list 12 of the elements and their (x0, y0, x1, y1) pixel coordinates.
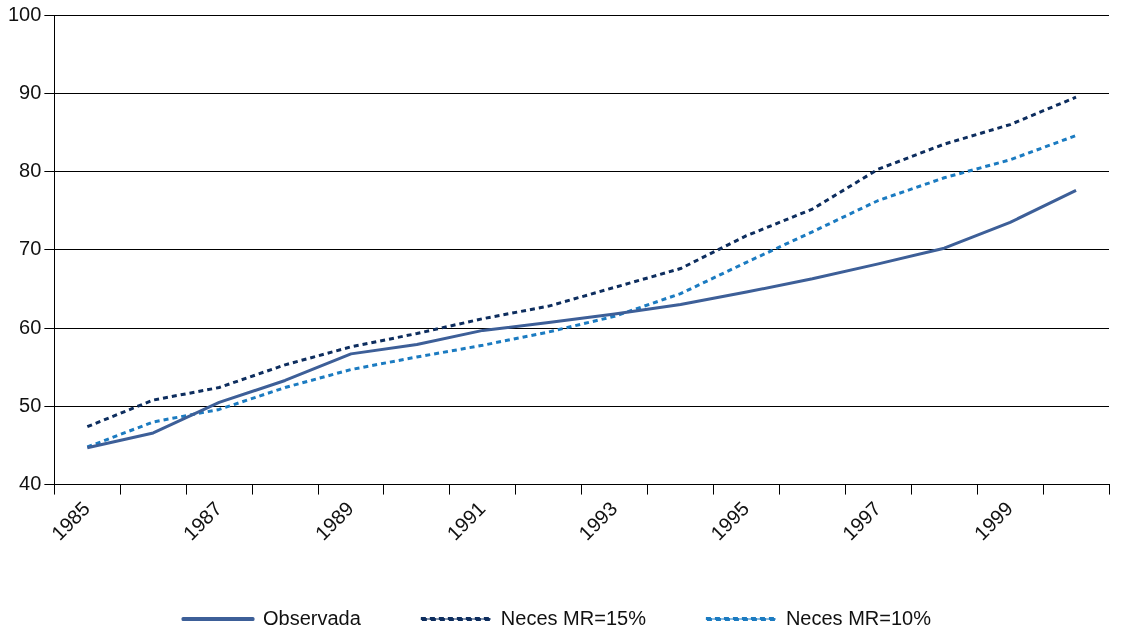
line-series (85, 134, 1078, 449)
y-tick-label: 40 (19, 472, 42, 495)
y-tick-label: 50 (19, 393, 42, 416)
line-series (85, 95, 1078, 429)
legend-label: Observada (263, 606, 362, 629)
y-tick-label: 90 (19, 80, 42, 103)
legend-label: Neces MR=15% (500, 606, 647, 629)
y-tick-label: 70 (19, 237, 42, 260)
y-tick-label: 100 (7, 2, 42, 25)
y-tick-label: 80 (19, 159, 42, 182)
y-tick-label: 60 (19, 315, 42, 338)
legend-label: Neces MR=10% (785, 606, 932, 629)
